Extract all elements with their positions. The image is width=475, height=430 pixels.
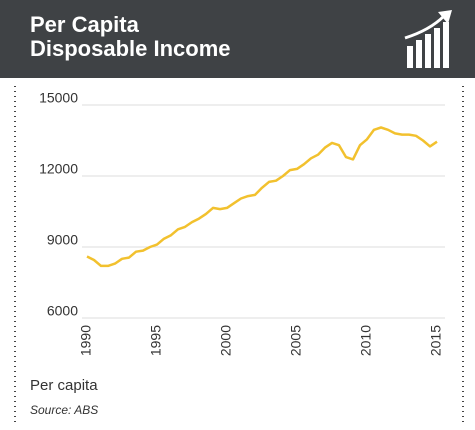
y-tick-label: 6000: [47, 303, 78, 319]
x-tick-label: 1990: [78, 325, 94, 356]
source: Source: ABS: [30, 403, 98, 417]
y-tick-label: 12000: [39, 161, 78, 177]
x-tick-label: 1995: [148, 325, 164, 356]
line: [86, 126, 438, 268]
x-tick-label: 2010: [358, 325, 374, 356]
x-tick-label: 2000: [218, 325, 234, 356]
y-tick-label: 9000: [47, 232, 78, 248]
chart-icon: [404, 10, 452, 68]
header: [0, 0, 475, 78]
legend-label: Per capita: [30, 377, 98, 394]
x-tick-label: 2005: [288, 325, 304, 356]
y-tick-label: 15000: [39, 90, 78, 106]
chart-title: Per Capita Disposable Income: [30, 12, 231, 61]
x-tick-label: 2015: [428, 325, 444, 356]
